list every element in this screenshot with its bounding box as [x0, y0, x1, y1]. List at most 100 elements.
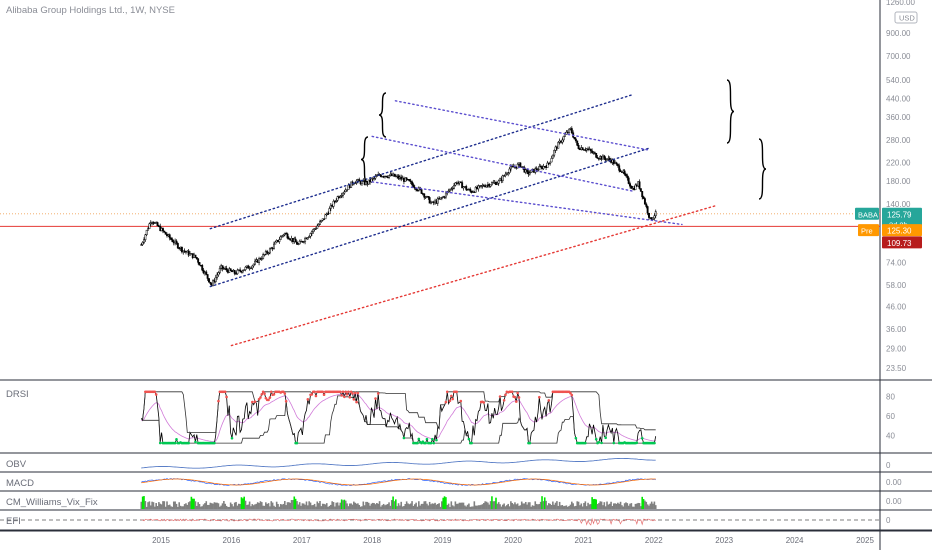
vix-bar [149, 505, 152, 509]
candle-body [243, 269, 246, 271]
vix-bar [390, 500, 393, 509]
vix-bar [143, 496, 145, 509]
vix-bar [542, 501, 545, 509]
vix-bar [512, 504, 515, 509]
vix-bar [430, 504, 432, 509]
drsi-overbought-mark [263, 392, 266, 395]
candle-body [147, 228, 150, 231]
macd-pane-label: MACD [6, 478, 34, 489]
drsi-overbought-mark [282, 390, 285, 394]
vix-bar [279, 504, 282, 509]
candle-body [457, 182, 460, 185]
vix-bar [515, 504, 518, 509]
vix-bar [594, 498, 596, 509]
drsi-overbought-mark [259, 396, 262, 399]
vix-bar [187, 502, 190, 509]
vix-bar [598, 503, 600, 509]
vix-bar [343, 499, 346, 509]
candle-body [626, 175, 629, 179]
vix-bar [385, 504, 388, 509]
candle-body [212, 280, 214, 286]
vix-bar [382, 503, 385, 509]
vix-bar [223, 501, 225, 509]
candle-body [145, 229, 148, 235]
vix-bar [451, 505, 454, 509]
candle-body [274, 241, 277, 245]
vix-bar [167, 505, 170, 509]
drsi-tick-label: 60 [886, 412, 895, 421]
vix-bar [470, 506, 473, 509]
vix-bar [491, 496, 493, 509]
candle-body [581, 147, 584, 151]
vix-bar [324, 504, 327, 509]
vix-bar [619, 501, 622, 509]
candle-body [427, 196, 430, 198]
vix-bar [474, 505, 477, 509]
vix-bar [164, 506, 167, 509]
vix-bar [489, 501, 492, 509]
candle-body [603, 155, 606, 159]
vix-bar [156, 506, 159, 509]
vix-bar [220, 505, 222, 509]
vix-bar [539, 501, 542, 509]
vix-bar [162, 501, 164, 509]
vix-bar [396, 506, 398, 509]
vix-bar [302, 503, 305, 509]
vix-bar [413, 504, 416, 509]
candle-body [278, 239, 281, 242]
vix-bar [622, 506, 625, 509]
vix-bar [607, 504, 610, 509]
candle-body [258, 258, 261, 263]
vix-bar [235, 501, 237, 509]
drsi-oversold-mark [640, 436, 644, 440]
last-price-value: 125.79 [887, 210, 912, 219]
x-tick-label: 2018 [363, 536, 381, 545]
vix-bar [653, 501, 656, 509]
vix-bar [488, 504, 491, 509]
x-tick-label: 2019 [434, 536, 452, 545]
vix-bar [478, 505, 481, 509]
candle-body [436, 198, 439, 204]
candle-body [615, 162, 618, 165]
vix-bar [557, 505, 560, 509]
drsi-overbought-mark [272, 393, 276, 396]
vix-bar [473, 501, 476, 509]
candle-body [642, 196, 645, 199]
vix-bar [504, 506, 507, 509]
vix-bar [411, 501, 413, 509]
candle-body [180, 246, 183, 253]
vix-bar [288, 502, 290, 509]
candle-body [273, 243, 275, 249]
candle-body [206, 274, 209, 279]
vix-bar [635, 503, 638, 509]
vix-bar [217, 503, 220, 509]
drsi-overbought-mark [322, 393, 326, 396]
candle-body [262, 254, 265, 259]
drsi-overbought-mark [502, 398, 506, 402]
vix-bar [274, 506, 277, 509]
vix-bar [237, 503, 240, 509]
vix-bar [321, 503, 324, 509]
vix-bar [183, 504, 186, 509]
vix-bar [330, 504, 332, 509]
candle-body [573, 136, 576, 140]
candle-body [233, 270, 236, 274]
drsi-overbought-mark [376, 392, 380, 395]
vix-bar [332, 502, 335, 509]
vix-bar [197, 502, 199, 509]
vix-bar [614, 503, 616, 509]
candle-body [562, 136, 565, 141]
vix-bar [511, 503, 514, 509]
y-tick-label: 46.00 [886, 302, 907, 311]
candle-body [638, 181, 641, 189]
vix-bar [319, 501, 321, 509]
drsi-overbought-mark [569, 391, 572, 395]
vix-bar [281, 504, 283, 509]
candle-body [447, 190, 450, 192]
trendline-drawing [371, 181, 683, 226]
vix-bar [229, 502, 232, 509]
vix-bar [405, 501, 408, 509]
drsi-oversold-mark [213, 441, 216, 445]
